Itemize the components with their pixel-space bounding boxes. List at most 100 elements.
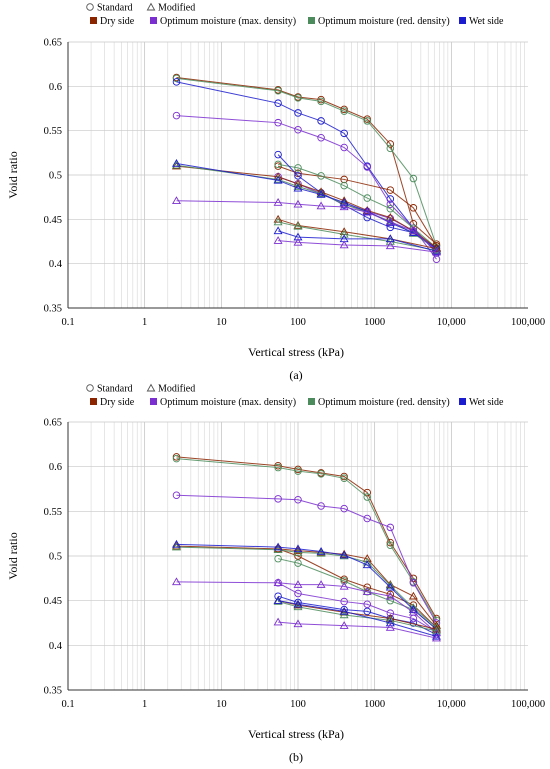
data-point xyxy=(362,587,372,595)
data-point xyxy=(317,97,325,106)
data-point xyxy=(431,244,441,252)
x-axis-label: Vertical stress (kPa) xyxy=(248,727,344,741)
legend-modified-marker xyxy=(146,383,156,392)
series-line xyxy=(278,163,437,249)
data-point xyxy=(316,548,326,557)
data-point xyxy=(432,255,441,263)
x-tick-label: 1 xyxy=(142,699,147,710)
y-tick-label: 0.45 xyxy=(44,215,62,226)
data-point xyxy=(339,229,349,238)
data-point xyxy=(294,169,302,177)
data-point xyxy=(294,94,302,102)
data-point xyxy=(339,621,349,629)
x-tick-label: 0.1 xyxy=(61,317,74,328)
series-3 xyxy=(274,545,441,632)
data-point xyxy=(293,199,303,208)
series-line xyxy=(176,543,437,630)
grid xyxy=(67,41,528,309)
data-point xyxy=(274,495,282,503)
data-point xyxy=(274,99,282,107)
x-tick-label: 100,000 xyxy=(511,699,545,710)
legend-label-0: Dry side xyxy=(100,397,135,408)
data-point xyxy=(385,213,395,221)
data-point xyxy=(386,200,395,209)
data-point xyxy=(431,633,441,642)
data-point xyxy=(362,207,372,216)
data-point xyxy=(172,453,181,461)
data-point xyxy=(294,164,302,172)
y-tick-label: 0.65 xyxy=(44,418,62,429)
series-line xyxy=(176,546,437,628)
y-tick-label: 0.65 xyxy=(44,38,62,49)
data-point xyxy=(294,465,302,474)
legend-label-1: Optimum moisture (max. density) xyxy=(160,397,296,408)
series-line xyxy=(278,621,437,639)
legend-standard-label: Standard xyxy=(97,384,133,395)
x-tick-label: 100 xyxy=(290,317,306,328)
data-point xyxy=(273,545,283,553)
data-point xyxy=(339,606,349,615)
data-point xyxy=(363,117,371,125)
series-line xyxy=(277,600,437,630)
series-line xyxy=(278,240,437,253)
x-tick-label: 1000 xyxy=(364,317,385,328)
data-point xyxy=(172,74,181,83)
legend-swatch-1 xyxy=(150,17,157,24)
data-point xyxy=(293,237,303,246)
data-point xyxy=(363,488,371,497)
data-point xyxy=(293,580,303,588)
legend-swatch-3 xyxy=(459,398,466,405)
data-point xyxy=(385,217,395,226)
data-point xyxy=(294,109,302,117)
data-point xyxy=(339,202,349,211)
data-point xyxy=(340,472,348,481)
data-point xyxy=(274,554,282,563)
x-tick-label: 0.1 xyxy=(61,699,74,710)
data-point xyxy=(339,581,349,590)
data-point xyxy=(273,542,283,551)
series-line xyxy=(278,600,437,637)
data-point xyxy=(385,582,395,591)
legend-swatch-1 xyxy=(150,398,157,405)
data-point xyxy=(339,550,349,559)
data-point xyxy=(293,182,303,190)
legend-label-1: Optimum moisture (max. density) xyxy=(160,16,296,27)
data-point xyxy=(172,454,181,463)
x-tick-label: 1000 xyxy=(364,699,385,710)
data-point xyxy=(172,491,181,500)
series-line xyxy=(277,601,437,632)
legend-modified-marker xyxy=(146,2,156,11)
legend-modified-label: Modified xyxy=(158,3,195,14)
y-tick-label: 0.45 xyxy=(44,596,62,607)
data-point xyxy=(363,493,371,501)
data-point xyxy=(409,204,418,212)
series-line xyxy=(277,582,437,633)
data-point xyxy=(340,577,348,585)
y-tick-label: 0.35 xyxy=(44,686,62,697)
data-point xyxy=(316,547,326,555)
data-point xyxy=(340,143,348,152)
data-point xyxy=(274,462,282,470)
panel-caption: (b) xyxy=(289,750,303,764)
data-point xyxy=(293,599,303,608)
data-point xyxy=(431,247,441,256)
data-point xyxy=(385,241,395,250)
data-point xyxy=(409,579,418,587)
data-point xyxy=(386,541,395,550)
series-5 xyxy=(274,160,441,252)
series-line xyxy=(176,76,437,245)
series-line xyxy=(176,81,437,254)
y-tick-label: 0.5 xyxy=(49,552,62,563)
data-point xyxy=(273,226,283,235)
series-line xyxy=(176,200,437,251)
x-tick-label: 100 xyxy=(290,699,306,710)
data-point xyxy=(340,474,348,483)
data-point xyxy=(317,117,325,125)
data-point xyxy=(316,580,326,588)
y-tick-label: 0.4 xyxy=(49,259,63,270)
data-point xyxy=(340,181,348,190)
data-point xyxy=(385,591,395,600)
series-line xyxy=(176,581,437,634)
legend-label-3: Wet side xyxy=(469,397,504,408)
